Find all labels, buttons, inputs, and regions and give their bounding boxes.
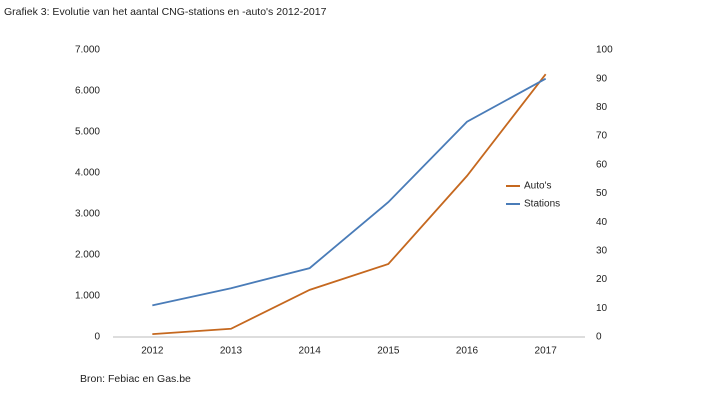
x-tick-label: 2013 — [220, 346, 243, 357]
y-tick-label: 3.000 — [75, 209, 100, 220]
y2-tick-label: 90 — [596, 73, 608, 84]
y-tick-label: 0 — [94, 332, 100, 343]
y-tick-label: 5.000 — [75, 127, 100, 138]
y2-tick-label: 60 — [596, 159, 608, 170]
y-tick-label: 1.000 — [75, 291, 100, 302]
series-line — [152, 77, 547, 307]
source: Bron: Febiac en Gas.be — [80, 373, 191, 385]
y2-tick-label: 30 — [596, 246, 608, 257]
x-tick-label: 2016 — [456, 346, 479, 357]
legend-label: Auto's — [524, 181, 551, 192]
y2-tick-label: 50 — [596, 188, 608, 199]
series-line — [152, 73, 547, 336]
x-tick-label: 2014 — [299, 346, 322, 357]
y2-tick-label: 0 — [596, 332, 602, 343]
y2-tick-label: 10 — [596, 303, 608, 314]
x-tick-label: 2012 — [141, 346, 164, 357]
legend-label: Stations — [524, 199, 560, 210]
y2-tick-label: 20 — [596, 274, 608, 285]
chart-title: Grafiek 3: Evolutie van het aantal CNG-s… — [4, 6, 327, 18]
y-tick-label: 6.000 — [75, 86, 100, 97]
y-tick-label: 7.000 — [75, 45, 100, 56]
y-tick-label: 4.000 — [75, 168, 100, 179]
y2-tick-label: 100 — [596, 45, 613, 56]
y2-tick-label: 70 — [596, 131, 608, 142]
y2-tick-label: 80 — [596, 102, 608, 113]
y-tick-label: 2.000 — [75, 250, 100, 261]
y2-tick-label: 40 — [596, 217, 608, 228]
x-tick-label: 2015 — [377, 346, 400, 357]
x-tick-label: 2017 — [535, 346, 558, 357]
